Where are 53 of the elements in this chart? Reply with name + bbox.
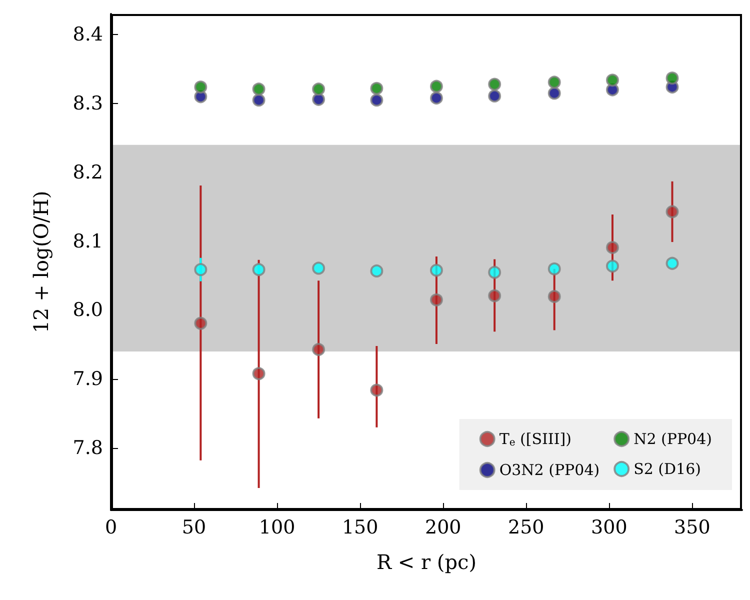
point [312,342,326,356]
x-tick-label: 100 [258,516,296,538]
point [252,263,266,276]
point [548,262,561,276]
x-tick-label: 200 [424,516,462,538]
x-tick-label: 50 [182,516,206,538]
point [312,82,326,96]
x-tick-label: 250 [508,516,544,538]
point [488,89,502,102]
x-axis-title: R < r (pc) [376,550,477,574]
x-tick-label: 350 [674,516,710,538]
point [194,316,208,330]
point [370,82,384,95]
point [370,94,384,107]
point [488,266,502,279]
point [312,92,326,106]
y-tick-label: 8.0 [72,299,103,322]
point [488,289,502,302]
x-tick-label: 150 [342,516,378,538]
y-tick-label: 8.2 [72,161,103,184]
point [430,92,443,105]
point [252,367,266,380]
y-tick-label: 8.3 [72,92,103,115]
point [252,94,266,107]
y-tick-label: 7.9 [72,368,103,390]
point [548,76,561,89]
point [666,256,679,270]
point [606,241,619,254]
point [430,264,443,277]
point [548,290,561,303]
point [548,86,561,100]
legend-label: N2 (PP04) [634,430,712,448]
point [606,260,619,273]
legend-label: S2 (D16) [634,460,701,478]
y-tick-label: 8.4 [72,24,103,46]
y-tick-label: 8.1 [72,230,103,252]
y-axis-title: 12 + log(O/H) [29,190,53,334]
point [252,82,266,96]
point [194,263,208,276]
point [194,80,208,94]
legend-label: O3N2 (PP04) [499,461,600,479]
point [666,72,679,85]
x-tick-label: 300 [591,516,628,538]
point [370,264,384,278]
point [312,262,326,275]
x-tick-label: 0 [104,516,118,538]
point [488,78,502,91]
point [666,205,679,218]
y-tick-label: 7.8 [72,437,103,459]
point [606,74,619,87]
point [430,80,443,93]
point [430,293,443,306]
point [370,384,384,397]
